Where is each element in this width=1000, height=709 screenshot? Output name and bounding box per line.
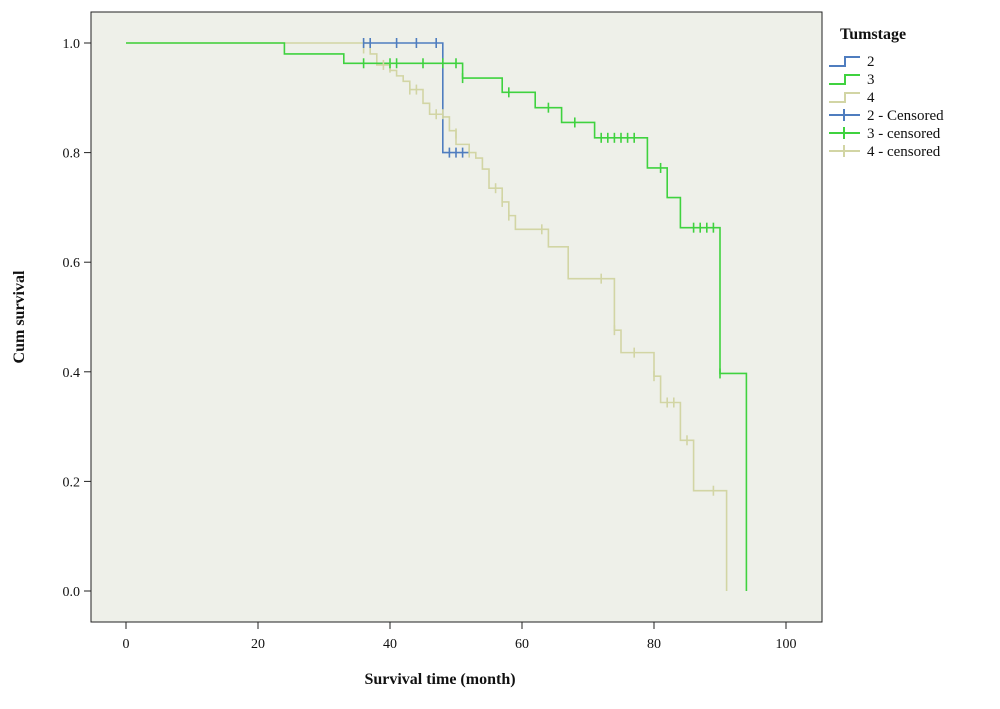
legend: Tumstage 2 3 4 2 - Censored 3 - censored 4 - … — [829, 26, 944, 160]
y-tick-label: 0.6 — [63, 256, 81, 271]
legend-swatch-3 — [829, 74, 860, 85]
y-tick-label: 0.2 — [63, 475, 81, 490]
legend-label: 3 - censored — [867, 126, 941, 142]
legend-label: 2 — [867, 54, 875, 70]
series-line-4 — [126, 42, 728, 591]
x-tick-label: 20 — [251, 637, 265, 652]
legend-label: 3 — [867, 72, 875, 88]
legend-label: 2 - Censored — [867, 108, 944, 124]
y-tick-label: 0.8 — [63, 147, 81, 162]
censor-layer — [362, 38, 721, 496]
y-tick-label: 0.4 — [63, 366, 81, 381]
x-tick-label: 40 — [383, 637, 397, 652]
legend-title: Tumstage — [840, 26, 906, 43]
legend-label: 4 - censored — [867, 144, 941, 160]
x-tick-label: 60 — [515, 637, 529, 652]
x-tick-label: 100 — [776, 637, 797, 652]
y-tick-label: 1.0 — [63, 37, 81, 52]
x-axis-title: Survival time (month) — [364, 671, 515, 688]
legend-swatch-2 — [829, 56, 860, 67]
y-axis-title: Cum survival — [11, 270, 28, 363]
legend-swatch-4 — [829, 92, 860, 103]
x-tick-label: 0 — [123, 637, 130, 652]
legend-label: 4 — [867, 90, 875, 106]
y-axis: 0.0 0.2 0.4 0.6 0.8 1.0 — [63, 37, 91, 600]
series-line-3 — [126, 42, 748, 591]
y-tick-label: 0.0 — [63, 585, 81, 600]
plot-background — [90, 11, 823, 623]
x-tick-label: 80 — [647, 637, 661, 652]
x-axis: 0 20 40 60 80 100 — [123, 622, 797, 652]
